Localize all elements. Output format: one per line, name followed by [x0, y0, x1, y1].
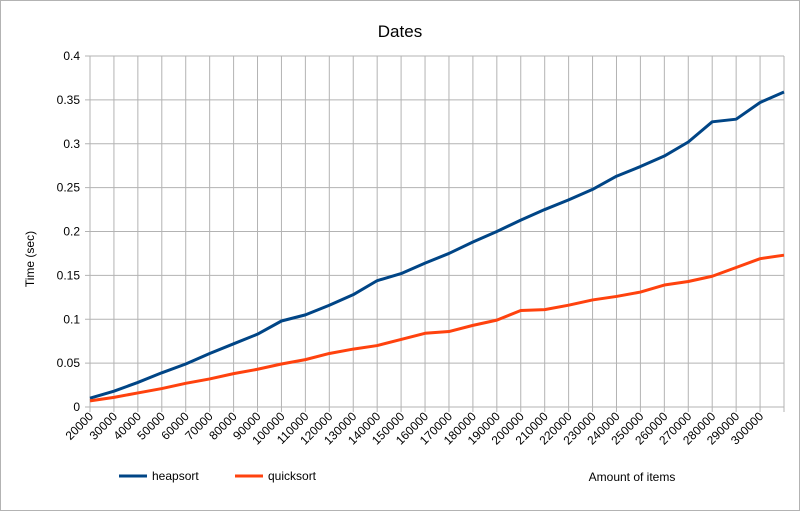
y-tick-label: 0.4: [63, 49, 80, 63]
x-axis-title: Amount of items: [589, 470, 676, 484]
y-tick-label: 0.15: [57, 268, 81, 282]
y-tick-label: 0.1: [63, 312, 80, 326]
y-axis-ticks: 0 0.05 0.1 0.15 0.2 0.25 0.3 0.35 0.4: [57, 49, 81, 414]
grid: [85, 55, 785, 412]
legend-label-heapsort: heapsort: [152, 469, 199, 483]
series-lines: [89, 90, 785, 403]
series-line-quicksort: [89, 253, 785, 403]
legend-label-quicksort: quicksort: [268, 469, 317, 483]
y-tick-label: 0.2: [63, 225, 80, 239]
y-tick-label: 0.05: [57, 356, 81, 370]
y-tick-label: 0.3: [63, 137, 80, 151]
y-tick-label: 0.35: [57, 93, 81, 107]
chart-title: Dates: [378, 22, 422, 41]
y-axis-title: Time (sec): [23, 231, 37, 287]
y-tick-label: 0: [73, 400, 80, 414]
y-tick-label: 0.25: [57, 181, 81, 195]
series-line-heapsort: [89, 90, 785, 400]
legend: heapsort quicksort: [119, 469, 317, 483]
x-axis-ticks: 2000030000400005000060000700008000090000…: [63, 409, 767, 447]
